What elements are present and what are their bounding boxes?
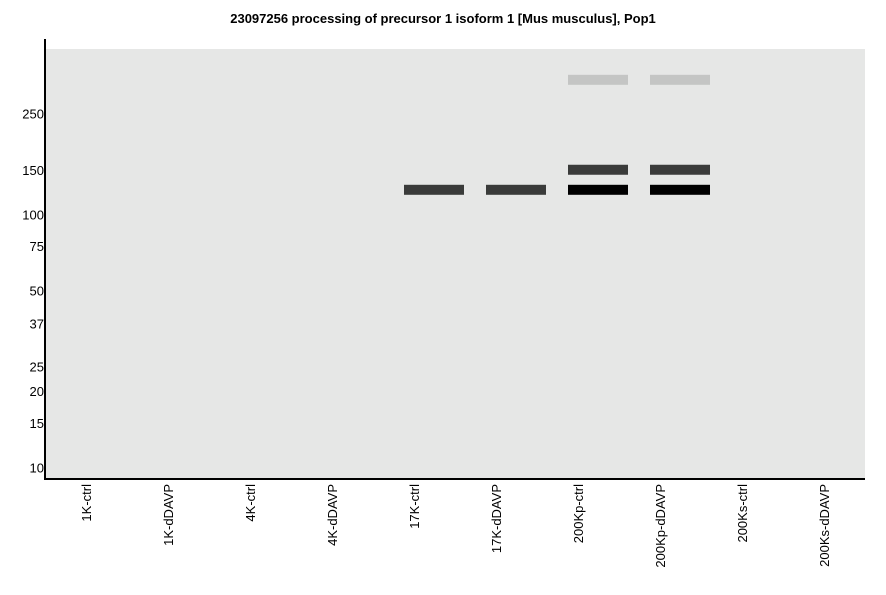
- band: [650, 74, 710, 85]
- chart-title: 23097256 processing of precursor 1 isofo…: [230, 11, 656, 26]
- lane-label: 17K-dDAVP: [489, 484, 504, 553]
- lane-label: 200Kp-dDAVP: [653, 484, 668, 568]
- band: [568, 164, 628, 175]
- band: [650, 164, 710, 175]
- lane-label: 1K-dDAVP: [161, 484, 176, 546]
- y-tick-label: 15: [30, 416, 44, 431]
- y-tick-label: 10: [30, 460, 44, 475]
- lane-label: 200Kp-ctrl: [571, 484, 586, 543]
- band: [568, 74, 628, 85]
- y-tick-label: 100: [22, 207, 44, 222]
- lane-label: 200Ks-ctrl: [735, 484, 750, 543]
- y-tick-label: 150: [22, 163, 44, 178]
- plot-background: [45, 49, 865, 479]
- y-tick-label: 37: [30, 317, 44, 332]
- lane-labels: 1K-ctrl 1K-dDAVP 4K-ctrl 4K-dDAVP 17K-ctrl 17…: [79, 484, 832, 568]
- lane-label: 4K-dDAVP: [325, 484, 340, 546]
- band: [404, 184, 464, 195]
- lane-label: 1K-ctrl: [79, 484, 94, 522]
- band: [650, 184, 710, 195]
- bands-group: [404, 74, 710, 195]
- lane-label: 200Ks-dDAVP: [817, 484, 832, 567]
- y-tick-label: 25: [30, 360, 44, 375]
- band: [486, 184, 546, 195]
- y-tick-label: 250: [22, 107, 44, 122]
- y-ticks: 250 150 100 75 50 37 25 20 15 10: [22, 107, 44, 476]
- y-tick-label: 75: [30, 239, 44, 254]
- y-tick-label: 50: [30, 284, 44, 299]
- band: [568, 184, 628, 195]
- y-tick-label: 20: [30, 384, 44, 399]
- lane-label: 17K-ctrl: [407, 484, 422, 529]
- lane-label: 4K-ctrl: [243, 484, 258, 522]
